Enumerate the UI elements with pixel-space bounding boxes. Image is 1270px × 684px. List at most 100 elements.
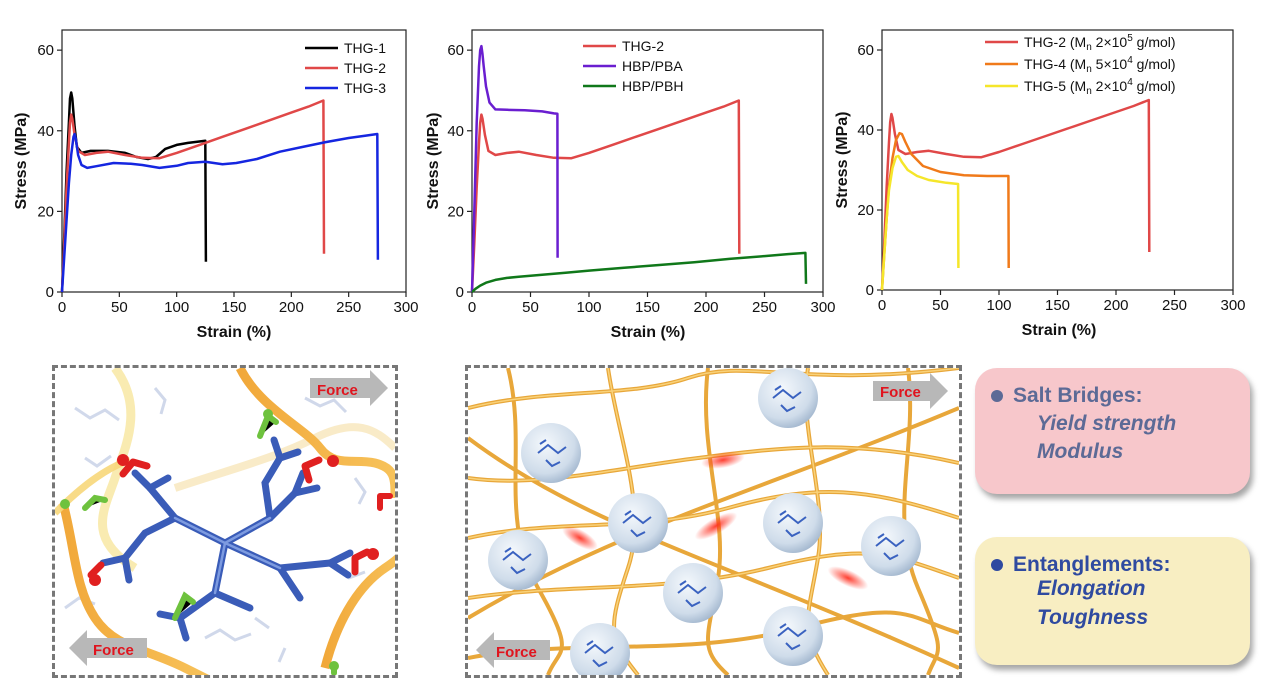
salt-bridges [87, 454, 393, 586]
y-tick-label: 60 [447, 42, 464, 59]
end-groups [82, 411, 337, 675]
axis-ticks: 0 50 100 150 200 250 300 0 20 40 60 [857, 42, 1245, 314]
series-line-thg-2 [470, 99, 741, 293]
y-tick-label: 20 [857, 202, 874, 219]
hbp-sphere [758, 368, 818, 428]
hbp-sphere [608, 493, 668, 553]
background-network [64, 387, 367, 663]
y-tick-label: 0 [46, 284, 54, 301]
force-arrow-top: Force [873, 373, 948, 409]
legend-entry-hbp-pba: HBP/PBA [622, 58, 683, 74]
entanglement-schematic: Force Force [465, 365, 962, 678]
y-tick-label: 20 [37, 203, 54, 220]
x-tick-label: 100 [986, 297, 1011, 314]
x-tick-label: 300 [1220, 297, 1245, 314]
card-title: Salt Bridges: [1013, 384, 1143, 407]
x-tick-label: 0 [878, 297, 886, 314]
x-tick-label: 150 [1045, 297, 1070, 314]
chart-1: 0 50 100 150 200 250 300 0 20 40 60 Strain (%) Str… [13, 29, 419, 341]
force-arrow-bottom: Force [476, 632, 550, 668]
x-axis-label: Strain (%) [611, 324, 686, 341]
faint-chain [98, 368, 138, 572]
x-tick-label: 150 [635, 299, 660, 316]
x-tick-label: 250 [752, 299, 777, 316]
entanglements-card: Entanglements: Elongation Toughness [975, 537, 1250, 665]
x-tick-label: 250 [1162, 297, 1187, 314]
chart-3: 0 50 100 150 200 250 300 0 20 40 60 Strain (%) Str… [834, 29, 1246, 339]
legend: THG-2 (Mn 2×105 g/mol) THG-4 (Mn 5×104 g… [985, 33, 1176, 97]
axis-ticks: 0 50 100 150 200 250 300 0 20 40 60 [37, 42, 418, 316]
series-lines [470, 44, 808, 293]
x-axis-label: Strain (%) [197, 324, 272, 341]
x-axis-label: Strain (%) [1022, 322, 1097, 339]
legend-entry-hbp-pbh: HBP/PBH [622, 78, 683, 94]
legend-entry-thg-3: THG-3 [344, 80, 386, 96]
end-group-caps [60, 409, 339, 671]
card-property: Modulus [1037, 440, 1124, 463]
legend-entry-thg-2: THG-2 (Mn 2×105 g/mol) [1024, 33, 1176, 53]
series-lines [60, 91, 380, 293]
salt-bridge-glows [562, 451, 869, 590]
force-label: Force [496, 644, 537, 661]
card-property: Elongation [1037, 577, 1146, 600]
x-tick-label: 200 [279, 299, 304, 316]
x-tick-label: 200 [693, 299, 718, 316]
axis-ticks: 0 50 100 150 200 250 300 0 20 40 60 [447, 42, 835, 316]
salt-bridge-schematic: Force Force [52, 365, 398, 678]
x-tick-label: 0 [58, 299, 66, 316]
hbp-sphere [861, 516, 921, 576]
y-tick-label: 40 [37, 123, 54, 140]
y-tick-label: 40 [447, 123, 464, 140]
hbp-sphere [570, 623, 630, 675]
hyperbranched-core-highlight [173, 516, 282, 595]
y-tick-label: 40 [857, 122, 874, 139]
polymer-chain [320, 554, 395, 670]
hbp-sphere [763, 606, 823, 666]
chart-2: 0 50 100 150 200 250 300 0 20 40 60 Strain (%) Str… [425, 29, 836, 341]
force-label: Force [93, 642, 134, 659]
y-tick-label: 60 [857, 42, 874, 59]
x-tick-label: 300 [810, 299, 835, 316]
legend-entry-thg-1: THG-1 [344, 40, 386, 56]
x-tick-label: 50 [932, 297, 949, 314]
force-arrow-top: Force [310, 370, 388, 406]
hbp-spheres [488, 368, 921, 675]
x-tick-label: 50 [111, 299, 128, 316]
bullet-icon [991, 559, 1003, 571]
x-tick-label: 150 [221, 299, 246, 316]
legend-entry-thg-2: THG-2 [344, 60, 386, 76]
series-lines [880, 98, 1151, 291]
series-line-thg-3 [60, 132, 380, 293]
x-tick-label: 0 [468, 299, 476, 316]
series-line-thg-4 [880, 131, 1010, 291]
hbp-sphere [763, 493, 823, 553]
legend-entry-thg-2: THG-2 [622, 38, 664, 54]
x-tick-label: 300 [393, 299, 418, 316]
series-line-thg-2 [880, 98, 1151, 291]
y-tick-label: 0 [866, 282, 874, 299]
schematic-right-svg: Force Force [468, 368, 959, 675]
y-axis-label: Stress (MPa) [425, 113, 442, 210]
legend: THG-2 HBP/PBA HBP/PBH [583, 38, 683, 94]
y-axis-label: Stress (MPa) [13, 113, 30, 210]
hbp-sphere [663, 563, 723, 623]
hbp-sphere [488, 530, 548, 590]
legend-entry-thg-4: THG-4 (Mn 5×104 g/mol) [1024, 55, 1176, 75]
series-line-thg-1 [60, 91, 208, 293]
x-tick-label: 50 [522, 299, 539, 316]
series-line-hbp-pbh [471, 251, 808, 293]
y-tick-label: 0 [456, 284, 464, 301]
card-property: Yield strength [1037, 412, 1177, 435]
card-title: Entanglements: [1013, 553, 1171, 576]
x-tick-label: 100 [576, 299, 601, 316]
legend: THG-1 THG-2 THG-3 [305, 40, 386, 96]
force-label: Force [880, 384, 921, 401]
x-tick-label: 200 [1103, 297, 1128, 314]
force-arrow-bottom: Force [69, 630, 147, 666]
schematic-left-svg: Force Force [55, 368, 395, 675]
y-axis-label: Stress (MPa) [834, 112, 851, 209]
series-line-hbp-pba [470, 44, 559, 293]
hbp-sphere [521, 423, 581, 483]
force-label: Force [317, 382, 358, 399]
x-tick-label: 250 [336, 299, 361, 316]
